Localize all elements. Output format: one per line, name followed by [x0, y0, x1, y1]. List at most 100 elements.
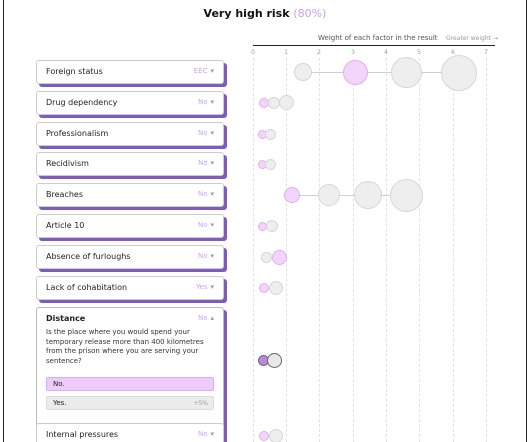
weight-bubble	[261, 252, 272, 263]
factor-select[interactable]: EEC ▾	[194, 67, 214, 75]
option-label: No.	[53, 380, 65, 388]
factor-select[interactable]: No ▾	[198, 252, 214, 260]
weight-bubble	[265, 129, 276, 140]
weight-bubble-selected	[259, 283, 269, 293]
option-no[interactable]: No.	[46, 377, 214, 391]
bubble-connector	[292, 195, 406, 196]
tick-label: 0	[251, 49, 255, 56]
weight-bubble-selected	[343, 60, 368, 85]
factor-select[interactable]: No ▾	[198, 98, 214, 106]
factor-label: Professionalism	[46, 129, 109, 138]
factor-select[interactable]: No ▾	[198, 221, 214, 229]
factor-value: No	[197, 221, 208, 229]
factor-lack-of-cohabitation[interactable]: Lack of cohabitation Yes ▾	[36, 276, 224, 300]
grid-line	[453, 58, 454, 442]
factor-select[interactable]: No ▾	[198, 430, 214, 438]
factor-value: No	[197, 129, 208, 137]
weight-bubble-selected	[259, 431, 269, 441]
option-yes[interactable]: Yes. +5%	[46, 396, 214, 410]
factor-label: Absence of furloughs	[46, 252, 131, 261]
factor-select[interactable]: No ▾	[198, 129, 214, 137]
grid-line	[319, 58, 320, 442]
grid-line	[353, 58, 354, 442]
risk-percent: (80%)	[293, 7, 327, 20]
weight-bubble	[269, 429, 283, 442]
chevron-down-icon: ▾	[210, 159, 214, 167]
tick-label: 6	[451, 49, 455, 56]
weight-bubble	[265, 159, 276, 170]
factor-label: Recidivism	[46, 159, 89, 168]
chevron-down-icon: ▾	[210, 98, 214, 106]
weight-bubble	[266, 220, 278, 232]
factor-value: No	[197, 98, 208, 106]
factor-value: No	[197, 314, 208, 322]
weight-bubble	[269, 281, 283, 295]
weight-bubble	[441, 55, 477, 91]
factor-value: No	[197, 430, 208, 438]
factor-label: Breaches	[46, 190, 83, 199]
tick-label: 7	[484, 49, 488, 56]
factor-recidivism[interactable]: Recidivism No ▾	[36, 152, 224, 176]
chevron-down-icon: ▾	[210, 283, 214, 291]
weight-bubble-selected	[272, 250, 287, 265]
tick-label: 4	[384, 49, 388, 56]
risk-label: Very high risk	[203, 7, 290, 20]
grid-line	[486, 58, 487, 442]
grid-line	[419, 58, 420, 442]
weight-bubble	[390, 179, 423, 212]
factor-absence-of-furloughs[interactable]: Absence of furloughs No ▾	[36, 245, 224, 269]
weight-bubble	[391, 57, 422, 88]
chevron-down-icon: ▾	[210, 430, 214, 438]
chevron-down-icon: ▾	[210, 67, 214, 75]
factor-value: EEC	[193, 67, 208, 75]
chevron-down-icon: ▾	[210, 252, 214, 260]
factor-value: Yes	[196, 283, 208, 291]
option-label: Yes.	[53, 399, 67, 407]
weight-bubble	[354, 181, 382, 209]
factor-article-10[interactable]: Article 10 No ▾	[36, 214, 224, 238]
option-extra: +5%	[193, 400, 208, 407]
factor-drug-dependency[interactable]: Drug dependency No ▾	[36, 91, 224, 115]
factor-label: Foreign status	[46, 67, 103, 76]
chart-title: Weight of each factor in the result	[318, 34, 438, 42]
chevron-down-icon: ▾	[210, 221, 214, 229]
axis-line	[253, 45, 495, 46]
factor-label: Distance	[46, 314, 86, 323]
factor-foreign-status[interactable]: Foreign status EEC ▾	[36, 60, 224, 84]
weight-bubble	[267, 353, 282, 368]
grid-line	[253, 58, 254, 442]
factor-select[interactable]: No ▴	[198, 314, 214, 322]
tick-label: 2	[317, 49, 321, 56]
factor-label: Drug dependency	[46, 98, 118, 107]
weight-bubble	[279, 95, 294, 110]
chevron-down-icon: ▾	[210, 190, 214, 198]
tick-label: 5	[417, 49, 421, 56]
factor-label: Article 10	[46, 221, 85, 230]
factor-value: No	[197, 190, 208, 198]
chevron-down-icon: ▾	[210, 129, 214, 137]
weight-bubble-selected	[284, 187, 300, 203]
factor-value: No	[197, 159, 208, 167]
greater-weight-label: Greater weight →	[446, 35, 498, 42]
factor-distance[interactable]: Distance No ▴ Is the place where you woul…	[36, 307, 224, 437]
factor-professionalism[interactable]: Professionalism No ▾	[36, 122, 224, 146]
weight-bubble	[294, 63, 312, 81]
factor-select[interactable]: No ▾	[198, 159, 214, 167]
tick-label: 1	[284, 49, 288, 56]
factor-select[interactable]: Yes ▾	[196, 283, 214, 291]
tick-label: 3	[351, 49, 355, 56]
chevron-up-icon: ▴	[210, 314, 214, 322]
page-frame	[3, 0, 527, 442]
risk-result: Very high risk (80%)	[0, 7, 530, 20]
factor-breaches[interactable]: Breaches No ▾	[36, 183, 224, 207]
weight-bubble	[318, 184, 340, 206]
factor-label: Internal pressures	[46, 430, 119, 439]
factor-internal-pressures[interactable]: Internal pressures No ▾	[36, 423, 224, 442]
factor-label: Lack of cohabitation	[46, 283, 128, 292]
factor-select[interactable]: No ▾	[198, 190, 214, 198]
grid-line	[386, 58, 387, 442]
bubble-connector	[303, 72, 459, 73]
factor-question: Is the place where you would spend your …	[46, 328, 204, 365]
factor-value: No	[197, 252, 208, 260]
grid-line	[286, 58, 287, 442]
